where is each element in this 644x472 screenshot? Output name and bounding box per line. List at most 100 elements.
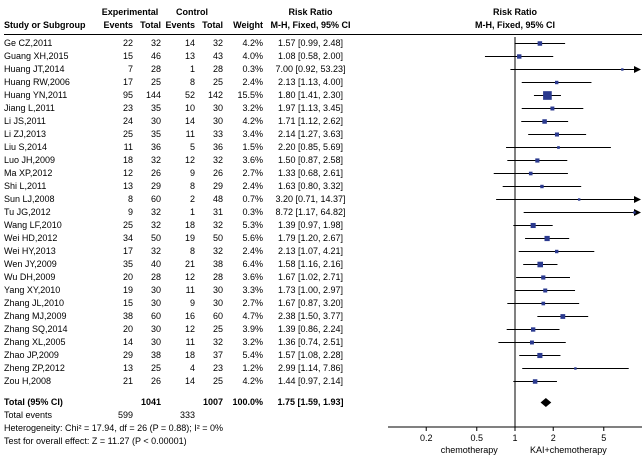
ci-plot-svg <box>506 141 611 154</box>
footer: Heterogeneity: Chi² = 17.94, df = 26 (P … <box>4 422 642 464</box>
gridline-svg <box>514 388 516 396</box>
header-risk-ratio: M-H, Fixed, 95% CI <box>270 20 351 30</box>
weight-value: 6.4% <box>242 259 263 269</box>
control-events: 11 <box>185 129 195 139</box>
study-row: Zhao JP,2009 29 38 18 37 5.4% 1.57 [1.08, 2.28… <box>4 349 642 362</box>
experimental-total: 32 <box>150 220 161 230</box>
ci-plot-svg <box>514 284 576 297</box>
study-row: Ma XP,2012 12 26 9 26 2.7% 1.33 [0.68, 2.61] <box>4 167 642 180</box>
risk-ratio-ci-text: 1.80 [1.41, 2.30] <box>277 90 344 100</box>
effect-marker <box>517 54 522 59</box>
ci-plot-svg <box>514 258 558 271</box>
control-events: 16 <box>184 311 195 321</box>
axis-svg: 0.2 0.5 1 2 5 chemotherapy KAI+chemotherapy <box>388 422 642 455</box>
study-label: Huang YN,2011 <box>4 90 68 100</box>
experimental-events: 15 <box>122 51 133 61</box>
study-row: Huang YN,2011 95 144 52 142 15.5% 1.80 [1.41, … <box>4 89 642 102</box>
experimental-total: 29 <box>150 181 161 191</box>
effect-marker <box>529 340 534 345</box>
weight-value: 2.7% <box>242 298 263 308</box>
control-events: 8 <box>189 246 195 256</box>
weight-value: 0.7% <box>242 194 263 204</box>
study-label: Zhao JP,2009 <box>4 350 59 360</box>
experimental-events: 25 <box>122 220 133 230</box>
effect-marker <box>555 249 559 254</box>
effect-marker <box>543 91 552 100</box>
effect-marker <box>541 275 546 280</box>
study-row: Sun LJ,2008 8 60 2 48 0.7% 3.20 [0.71, 14.37] <box>4 193 642 206</box>
study-label: Yang XY,2010 <box>4 285 61 295</box>
experimental-events: 20 <box>122 272 133 282</box>
ci-arrow-right <box>634 196 641 203</box>
ci-plot-cell <box>388 362 642 375</box>
effect-marker <box>560 314 566 319</box>
weight-value: 4.7% <box>242 311 263 321</box>
ci-plot-svg <box>513 375 557 388</box>
experimental-events: 22 <box>122 38 133 48</box>
risk-ratio-ci-text: 1.50 [0.87, 2.58] <box>277 155 344 165</box>
control-events: 21 <box>184 259 195 269</box>
risk-ratio-ci-text: 7.00 [0.92, 53.23] <box>275 64 346 74</box>
experimental-total: 26 <box>150 168 161 178</box>
risk-ratio-ci-text: 1.33 [0.68, 2.61] <box>277 168 344 178</box>
ci-plot-cell <box>388 245 642 258</box>
control-total: 26 <box>212 168 223 178</box>
experimental-total: 32 <box>150 246 161 256</box>
ci-arrow-right <box>634 66 641 73</box>
axis-tick-label: 2 <box>551 433 556 443</box>
study-row: Shi L,2011 13 29 8 29 2.4% 1.63 [0.80, 3.32] <box>4 180 642 193</box>
effect-marker <box>532 379 538 384</box>
risk-ratio-ci-text: 1.79 [1.20, 2.67] <box>277 233 344 243</box>
study-label: Wang LF,2010 <box>4 220 62 230</box>
study-row: Wen JY,2009 35 40 21 38 6.4% 1.58 [1.16, 2.16] <box>4 258 642 271</box>
total-label: Total (95% CI) <box>4 397 63 407</box>
study-label: Ge CZ,2011 <box>4 38 53 48</box>
weight-value: 3.3% <box>242 285 263 295</box>
risk-ratio-ci-text: 1.73 [1.00, 2.97] <box>277 285 344 295</box>
study-row: Jiang L,2011 23 35 10 30 3.2% 1.97 [1.13, 3.45… <box>4 102 642 115</box>
ci-plot-svg <box>514 271 570 284</box>
ci-plot-cell <box>388 180 642 193</box>
ci-plot-cell <box>388 115 642 128</box>
effect-marker <box>537 261 544 268</box>
header-group-risk-ratio-text: Risk Ratio <box>288 7 333 17</box>
experimental-events: 7 <box>127 64 133 74</box>
risk-ratio-ci-text: 1.67 [0.87, 3.20] <box>277 298 344 308</box>
experimental-events: 15 <box>122 298 133 308</box>
experimental-total: 32 <box>150 38 161 48</box>
ci-plot-svg <box>514 232 570 245</box>
ci-plot-cell <box>388 310 642 323</box>
effect-marker <box>554 132 559 137</box>
control-events: 1 <box>189 207 195 217</box>
study-label: Wei HD,2012 <box>4 233 58 243</box>
effect-marker <box>535 158 540 163</box>
study-label: Guang XH,2015 <box>4 51 69 61</box>
effect-marker <box>541 301 546 306</box>
ci-plot-cell <box>388 37 642 50</box>
control-total: 32 <box>212 246 223 256</box>
total-experimental: 1041 <box>140 397 161 407</box>
experimental-events: 35 <box>122 259 133 269</box>
control-total: 32 <box>212 220 223 230</box>
total-row: Total (95% CI) 1041 1007 100.0% 1.75 [1.… <box>4 396 642 409</box>
risk-ratio-ci-text: 2.14 [1.27, 3.63] <box>277 129 344 139</box>
study-label: Zhang XL,2005 <box>4 337 66 347</box>
study-row: Wei HY,2013 17 32 8 32 2.4% 2.13 [1.07, 4.21] <box>4 245 642 258</box>
total-events-label: Total events <box>4 410 53 420</box>
ci-plot-svg <box>514 37 566 50</box>
experimental-events: 17 <box>122 246 133 256</box>
x-axis: 0.2 0.5 1 2 5 chemotherapy KAI+chemotherapy <box>388 422 642 464</box>
experimental-total: 26 <box>150 376 161 386</box>
study-row: Zhang XL,2005 14 30 11 32 3.2% 1.36 [0.74, 2.5… <box>4 336 642 349</box>
study-label: Zhang JL,2010 <box>4 298 65 308</box>
control-events: 12 <box>184 324 195 334</box>
ci-plot-svg <box>514 349 561 362</box>
risk-ratio-ci-text: 1.39 [0.97, 1.98] <box>277 220 344 230</box>
ci-plot-svg <box>513 219 553 232</box>
study-row: Wang LF,2010 25 32 18 32 5.3% 1.39 [0.97, 1.98… <box>4 219 642 232</box>
study-row: Zou H,2008 21 26 14 25 4.2% 1.44 [0.97, 2.14] <box>4 375 642 388</box>
study-row: Huang RW,2006 17 25 8 25 2.4% 2.13 [1.13, 4.00… <box>4 76 642 89</box>
ci-plot-svg <box>510 63 641 76</box>
study-label: Li JS,2011 <box>4 116 46 126</box>
total-events-experimental: 599 <box>117 410 133 420</box>
